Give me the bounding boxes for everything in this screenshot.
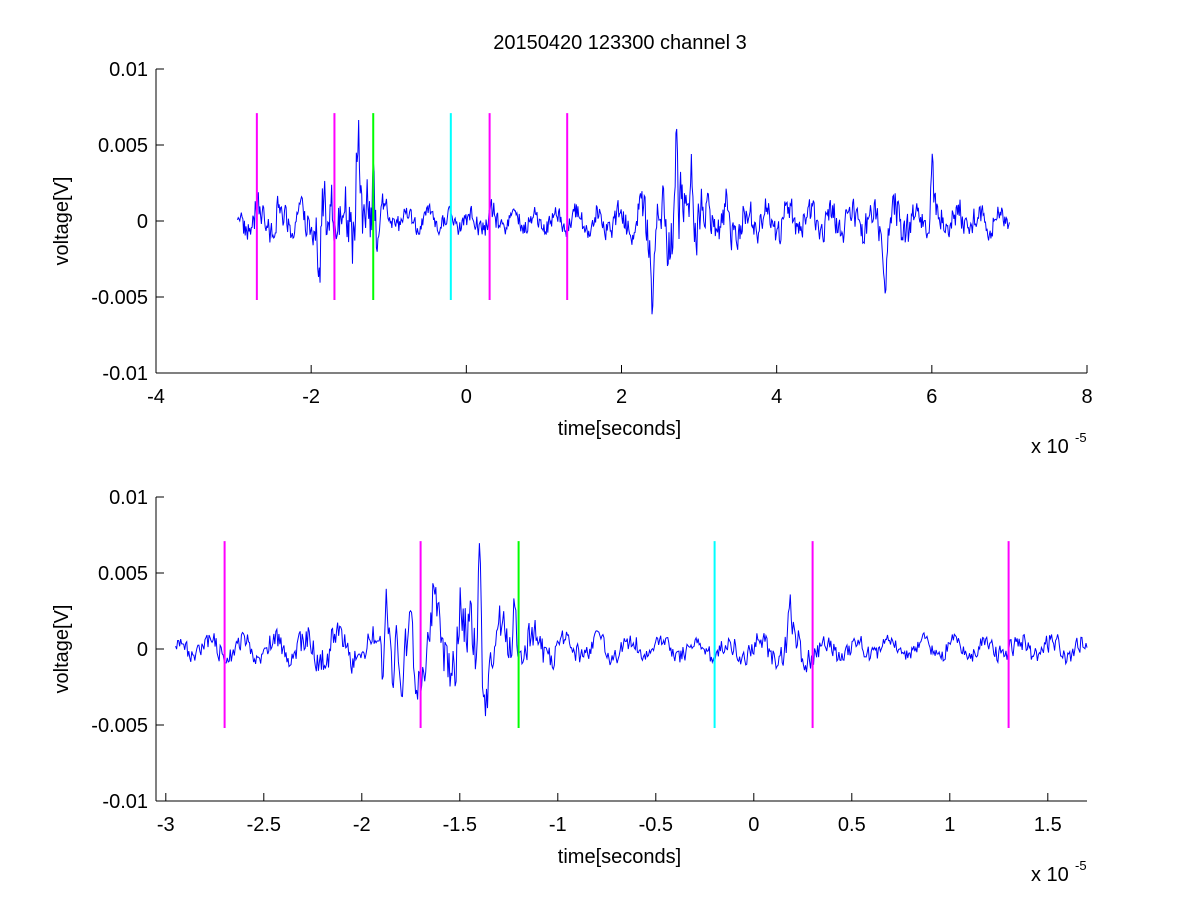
chart-top: -0.01 -0.005 0 0.005 0.01 -4 -2 0 2 4 6 8 time[secon…: [51, 59, 1093, 458]
y-tick-label: -0.005: [91, 287, 148, 309]
y-tick-label: -0.01: [102, 791, 148, 813]
y-axis-label: voltage[V]: [51, 177, 73, 266]
x-axis-label: time[seconds]: [558, 846, 681, 868]
x-multiplier-exponent: -5: [1075, 858, 1087, 873]
x-tick-label: -2: [353, 814, 371, 836]
y-tick-label: 0.01: [109, 487, 148, 509]
x-tick-label: -1.5: [443, 814, 477, 836]
x-tick-label: -4: [147, 386, 165, 408]
x-tick-label: 2: [616, 386, 627, 408]
x-multiplier-exponent: -5: [1075, 430, 1087, 445]
x-tick-label: 0.5: [838, 814, 866, 836]
x-tick-label: 4: [771, 386, 782, 408]
x-tick-label: -3: [157, 814, 175, 836]
x-multiplier-label: x 10: [1031, 436, 1069, 458]
voltage-trace: [175, 543, 1088, 717]
x-multiplier-label: x 10: [1031, 864, 1069, 886]
y-tick-label: 0.005: [98, 563, 148, 585]
x-tick-label: 8: [1081, 386, 1092, 408]
y-tick-label: 0.01: [109, 59, 148, 81]
x-tick-label: 0: [461, 386, 472, 408]
x-tick-label: -2.5: [247, 814, 281, 836]
y-tick-label: 0: [137, 211, 148, 233]
y-tick-label: 0.005: [98, 135, 148, 157]
x-tick-label: -0.5: [639, 814, 673, 836]
x-axis-label: time[seconds]: [558, 418, 681, 440]
x-tick-label: 1: [944, 814, 955, 836]
x-tick-label: 6: [926, 386, 937, 408]
x-tick-label: 0: [748, 814, 759, 836]
y-tick-label: 0: [137, 639, 148, 661]
figure-title: 20150420 123300 channel 3: [493, 32, 747, 54]
x-tick-label: -1: [549, 814, 567, 836]
y-tick-label: -0.01: [102, 363, 148, 385]
y-tick-label: -0.005: [91, 715, 148, 737]
x-tick-label: 1.5: [1034, 814, 1062, 836]
chart-bottom: -0.01 -0.005 0 0.005 0.01 -3 -2.5 -2 -1.5 -1 -0.5 0…: [51, 487, 1088, 886]
voltage-trace: [236, 119, 1010, 315]
y-axis-label: voltage[V]: [51, 605, 73, 694]
x-tick-label: -2: [302, 386, 320, 408]
